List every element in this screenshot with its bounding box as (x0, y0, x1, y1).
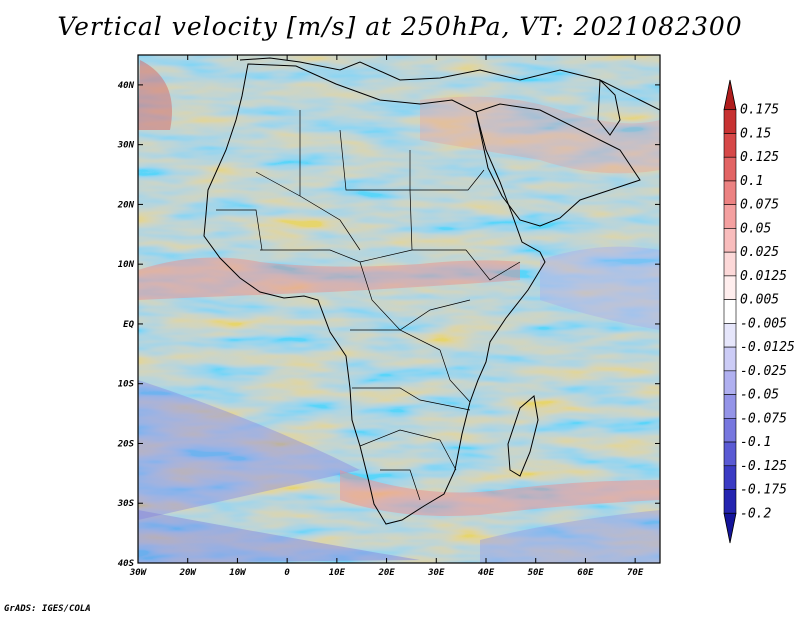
lon-tick-label: 30W (129, 568, 148, 578)
colorbar-level-label: 0.005 (740, 293, 779, 308)
colorbar-level-label: 0.1 (740, 174, 763, 189)
colorbar-swatch (723, 156, 737, 182)
colorbar-level-label: 0.025 (740, 245, 779, 260)
colorbar-swatch (723, 465, 737, 490)
lat-tick-label: 40S (118, 559, 135, 569)
colorbar-level-label: -0.075 (740, 411, 787, 426)
colorbar-swatch (723, 418, 737, 443)
longitude-axis: 30W 20W 10W 0 10E 20E 30E 40E 50E 60E 70E (129, 55, 644, 578)
africa-coastline (203, 63, 546, 525)
lon-tick-label: 70E (627, 568, 644, 578)
colorbar-swatch (723, 299, 737, 324)
colorbar-swatch (723, 323, 737, 348)
lon-tick-label: 40E (478, 568, 495, 578)
colorbar-swatch (723, 489, 737, 514)
colorbar-level-label: -0.1 (740, 435, 771, 450)
colorbar-level-label: 0.125 (740, 150, 779, 165)
lon-tick-label: 20W (179, 568, 198, 578)
lat-tick-label: 30S (117, 499, 135, 509)
colorbar-top-arrow (723, 79, 737, 111)
lat-tick-label: 20S (117, 439, 135, 449)
colorbar-swatch (723, 275, 737, 300)
caspian-coastline (597, 78, 621, 136)
colorbar-level-label: -0.05 (740, 388, 779, 403)
lat-tick-label: 10N (118, 260, 135, 270)
lon-tick-label: 20E (377, 568, 395, 578)
lon-tick-label: 10W (229, 568, 247, 578)
colorbar-swatch (723, 441, 737, 467)
coastlines (203, 57, 660, 525)
colorbar-level-label: 0.175 (740, 103, 779, 118)
lat-tick-label: 10S (118, 380, 135, 390)
colorbar-swatch (723, 180, 737, 205)
colorbar-level-label: 0.05 (740, 221, 771, 236)
madagascar-coastline (507, 395, 539, 477)
colorbar-swatch (723, 370, 737, 395)
colorbar-level-label: -0.125 (740, 459, 787, 474)
latitude-axis: 40N 30N 20N 10N EQ 10S 20S 30S 40S (117, 81, 660, 569)
grads-credit: GrADS: IGES/COLA (4, 604, 91, 614)
map-frame (137, 54, 661, 564)
lon-tick-label: 50E (528, 568, 545, 578)
colorbar-bottom-arrow (723, 512, 737, 544)
colorbar-level-label: -0.025 (740, 364, 787, 379)
colorbar-swatch (723, 133, 737, 158)
lat-tick-label: EQ (123, 320, 134, 330)
lat-tick-label: 30N (117, 141, 135, 151)
colorbar-level-label: 0.15 (740, 126, 771, 141)
colorbar-level-label: -0.005 (740, 316, 787, 331)
arabia-coastline (475, 103, 641, 227)
colorbar-level-label: -0.0125 (740, 340, 795, 355)
lon-tick-label: 10E (329, 568, 346, 578)
lon-tick-label: 60E (577, 568, 594, 578)
colorbar-level-label: 0.075 (740, 198, 779, 213)
lon-tick-label: 0 (284, 568, 290, 578)
colorbar-level-label: 0.0125 (740, 269, 787, 284)
lat-tick-label: 20N (117, 200, 135, 210)
chart-title: Vertical velocity [m/s] at 250hPa, VT: 2… (57, 12, 743, 41)
colorbar-swatch (723, 346, 737, 372)
lon-tick-label: 30E (427, 568, 445, 578)
colorbar-swatch (723, 251, 737, 277)
colorbar-level-label: -0.2 (740, 506, 771, 521)
colorbar-swatch (723, 228, 737, 253)
colorbar: 0.175 0.15 0.125 0.1 0.075 0.05 0.025 0.0125 0.0… (723, 79, 795, 544)
lat-tick-label: 40N (118, 81, 135, 91)
colorbar-swatch (723, 109, 737, 134)
velocity-field (138, 55, 660, 563)
country-borders (216, 110, 521, 501)
colorbar-swatch (723, 394, 737, 419)
colorbar-level-label: -0.175 (740, 483, 787, 498)
colorbar-swatch (723, 204, 737, 229)
